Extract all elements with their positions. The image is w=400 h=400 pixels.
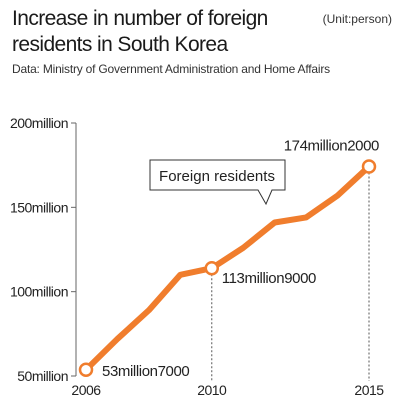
chart-title: Increase in number of foreign residents … — [12, 7, 268, 56]
data-label: 113million9000 — [222, 270, 316, 287]
data-point-marker — [361, 159, 377, 174]
y-tick-label: 150million — [10, 199, 68, 215]
data-label-group: 53million7000 113million9000 174million200… — [102, 138, 379, 380]
x-tick-label: 2015 — [354, 382, 384, 398]
data-point-marker — [78, 362, 94, 378]
series-line-group — [78, 159, 377, 378]
y-tick-label: 100million — [10, 284, 68, 300]
dashed-guides — [211, 172, 370, 381]
source-note: Data: Ministry of Government Administrat… — [12, 62, 330, 76]
series-line-foreign-residents — [83, 163, 372, 373]
legend-label-foreign-residents: Foreign residents — [159, 168, 275, 185]
data-label: 53million7000 — [102, 363, 189, 380]
legend-callout-box — [149, 159, 286, 206]
legend-callout: Foreign residents — [149, 159, 286, 206]
unit-label: (Unit:person) — [322, 12, 392, 26]
data-point-marker — [204, 260, 220, 276]
data-label: 174million2000 — [284, 138, 379, 155]
y-tick-label: 200million — [10, 115, 68, 131]
y-tick-label: 50million — [17, 368, 68, 384]
x-tick-label: 2010 — [197, 382, 227, 398]
x-tick-label: 2006 — [71, 382, 101, 398]
chart-axes: 50million 100million 150million 200million 2… — [10, 115, 385, 398]
